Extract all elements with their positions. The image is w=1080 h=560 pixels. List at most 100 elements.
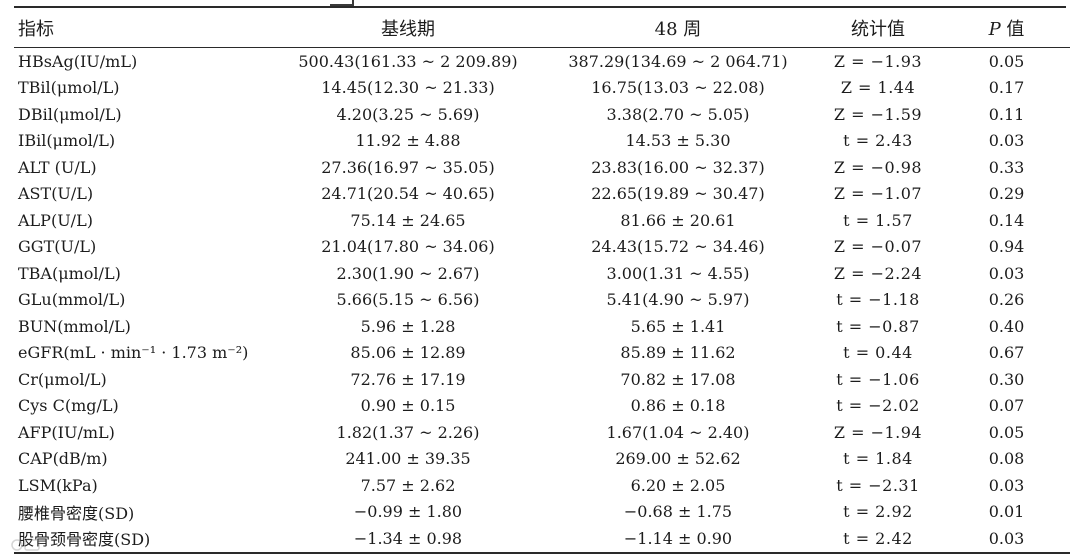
table-header-row: 指标 基线期 48 周 统计值 P 值 — [14, 9, 1070, 48]
table-top-rule — [14, 6, 1066, 8]
cell-p-value: 0.08 — [988, 449, 1025, 469]
header-week48: 48 周 — [543, 9, 813, 48]
cell-week48: 16.75(13.03 ~ 22.08) — [591, 78, 765, 98]
cell-baseline: 72.76 ± 17.19 — [350, 369, 466, 389]
cell-p-value: 0.03 — [988, 131, 1025, 151]
cell-baseline: 85.06 ± 12.89 — [350, 343, 466, 363]
table-row: Cys C(mg/L) 0.90 ± 0.15 0.86 ± 0.18 t = −2.… — [14, 393, 1070, 420]
cell-baseline: 500.43(161.33 ~ 2 209.89) — [298, 51, 518, 71]
cell-baseline: 1.82(1.37 ~ 2.26) — [336, 422, 480, 442]
cell-p-value: 0.14 — [988, 210, 1025, 230]
cell-week48: 387.29(134.69 ~ 2 064.71) — [568, 51, 788, 71]
cell-indicator: eGFR(mL · min⁻¹ · 1.73 m⁻²) — [18, 343, 249, 363]
cell-p-value: 0.01 — [988, 502, 1025, 522]
table-row: 股骨颈骨密度(SD) −1.34 ± 0.98 −1.14 ± 0.90 t = 2.… — [14, 525, 1070, 554]
cell-baseline: 21.04(17.80 ~ 34.06) — [321, 237, 495, 257]
cell-week48: 5.65 ± 1.41 — [630, 316, 726, 336]
cell-indicator: CAP(dB/m) — [18, 449, 108, 469]
cell-p-value: 0.11 — [988, 104, 1025, 124]
cell-statistic: t = −1.06 — [836, 369, 920, 389]
cell-p-value: 0.30 — [988, 369, 1025, 389]
cell-p-value: 0.17 — [988, 78, 1025, 98]
table-row: BUN(mmol/L) 5.96 ± 1.28 5.65 ± 1.41 t = −0.… — [14, 313, 1070, 340]
cell-week48: 81.66 ± 20.61 — [620, 210, 736, 230]
cell-indicator: Cr(μmol/L) — [18, 369, 107, 389]
cell-statistic: t = −2.02 — [836, 396, 920, 416]
cell-indicator: BUN(mmol/L) — [18, 316, 131, 336]
cell-statistic: Z = −0.07 — [833, 237, 923, 257]
cell-week48: 23.83(16.00 ~ 32.37) — [591, 157, 765, 177]
cell-week48: 85.89 ± 11.62 — [620, 343, 736, 363]
table-row: TBA(μmol/L) 2.30(1.90 ~ 2.67) 3.00(1.31 ~ … — [14, 260, 1070, 287]
cell-week48: 22.65(19.89 ~ 30.47) — [591, 184, 765, 204]
cropped-caption-fragment — [330, 0, 354, 6]
cell-statistic: Z = −2.24 — [833, 263, 923, 283]
table-row: eGFR(mL · min⁻¹ · 1.73 m⁻²) 85.06 ± 12.89… — [14, 340, 1070, 367]
cell-week48: 24.43(15.72 ~ 34.46) — [591, 237, 765, 257]
cell-baseline: 0.90 ± 0.15 — [360, 396, 456, 416]
cell-indicator: GLu(mmol/L) — [18, 290, 126, 310]
cell-p-value: 0.05 — [988, 51, 1025, 71]
cell-statistic: Z = −1.07 — [833, 184, 923, 204]
cell-baseline: 5.66(5.15 ~ 6.56) — [336, 290, 480, 310]
cell-statistic: Z = −1.94 — [833, 422, 923, 442]
cell-baseline: 11.92 ± 4.88 — [355, 131, 461, 151]
cell-week48: −1.14 ± 0.90 — [543, 525, 813, 554]
cell-statistic: t = 2.92 — [843, 502, 913, 522]
cell-statistic: t = 1.57 — [843, 210, 913, 230]
cell-week48: 3.38(2.70 ~ 5.05) — [606, 104, 750, 124]
cell-p-value: 0.33 — [988, 157, 1025, 177]
cell-baseline: −1.34 ± 0.98 — [273, 525, 543, 554]
cell-indicator: TBil(μmol/L) — [18, 78, 120, 98]
cell-baseline: 14.45(12.30 ~ 21.33) — [321, 78, 495, 98]
cell-indicator: Cys C(mg/L) — [18, 396, 119, 416]
cell-baseline: −0.99 ± 1.80 — [353, 502, 463, 522]
cell-week48: 14.53 ± 5.30 — [625, 131, 731, 151]
cell-p-value: 0.40 — [988, 316, 1025, 336]
cell-baseline: 27.36(16.97 ~ 35.05) — [321, 157, 495, 177]
cell-statistic: t = −2.31 — [836, 475, 920, 495]
header-indicator: 指标 — [14, 9, 273, 48]
table-row: TBil(μmol/L) 14.45(12.30 ~ 21.33) 16.75(13… — [14, 75, 1070, 102]
table-row: GGT(U/L) 21.04(17.80 ~ 34.06) 24.43(15.72 … — [14, 234, 1070, 261]
cell-baseline: 4.20(3.25 ~ 5.69) — [336, 104, 480, 124]
cell-indicator: LSM(kPa) — [18, 475, 98, 495]
table-row: AFP(IU/mL) 1.82(1.37 ~ 2.26) 1.67(1.04 ~ 2… — [14, 419, 1070, 446]
cell-week48: 3.00(1.31 ~ 4.55) — [606, 263, 750, 283]
cell-statistic: Z = −0.98 — [833, 157, 923, 177]
cell-statistic: Z = −1.93 — [833, 51, 923, 71]
table-row: IBil(μmol/L) 11.92 ± 4.88 14.53 ± 5.30 t = … — [14, 128, 1070, 155]
cell-baseline: 5.96 ± 1.28 — [360, 316, 456, 336]
cell-statistic: t = 1.84 — [843, 449, 913, 469]
cell-week48: 6.20 ± 2.05 — [630, 475, 726, 495]
table-row: DBil(μmol/L) 4.20(3.25 ~ 5.69) 3.38(2.70 ~… — [14, 101, 1070, 128]
header-statistic: 统计值 — [813, 9, 943, 48]
cell-indicator: AST(U/L) — [18, 184, 94, 204]
watermark-logo — [11, 539, 40, 551]
cell-indicator: 股骨颈骨密度(SD) — [14, 525, 273, 554]
cell-baseline: 2.30(1.90 ~ 2.67) — [336, 263, 480, 283]
cell-p-value: 0.03 — [943, 525, 1070, 554]
cell-week48: 1.67(1.04 ~ 2.40) — [606, 422, 750, 442]
cell-p-value: 0.03 — [988, 263, 1025, 283]
cell-indicator: IBil(μmol/L) — [18, 131, 116, 151]
table-row: CAP(dB/m) 241.00 ± 39.35 269.00 ± 52.62 t =… — [14, 446, 1070, 473]
cell-indicator: 腰椎骨密度(SD) — [18, 503, 135, 523]
cell-indicator: AFP(IU/mL) — [18, 422, 115, 442]
header-baseline: 基线期 — [273, 9, 543, 48]
cell-p-value: 0.07 — [988, 396, 1025, 416]
cell-indicator: GGT(U/L) — [18, 237, 97, 257]
cell-week48: −0.68 ± 1.75 — [623, 502, 733, 522]
cell-p-value: 0.67 — [988, 343, 1025, 363]
table-row: ALT (U/L) 27.36(16.97 ~ 35.05) 23.83(16.00… — [14, 154, 1070, 181]
cell-p-value: 0.26 — [988, 290, 1025, 310]
cell-statistic: Z = 1.44 — [840, 78, 916, 98]
cell-indicator: DBil(μmol/L) — [18, 104, 122, 124]
table-row: HBsAg(IU/mL) 500.43(161.33 ~ 2 209.89) 387… — [14, 48, 1070, 75]
cell-p-value: 0.94 — [988, 237, 1025, 257]
cell-p-value: 0.05 — [988, 422, 1025, 442]
table-body: HBsAg(IU/mL) 500.43(161.33 ~ 2 209.89) 387… — [14, 48, 1070, 554]
cell-statistic: Z = −1.59 — [833, 104, 923, 124]
header-p-value: P 值 — [943, 9, 1070, 48]
cell-indicator: TBA(μmol/L) — [18, 263, 121, 283]
